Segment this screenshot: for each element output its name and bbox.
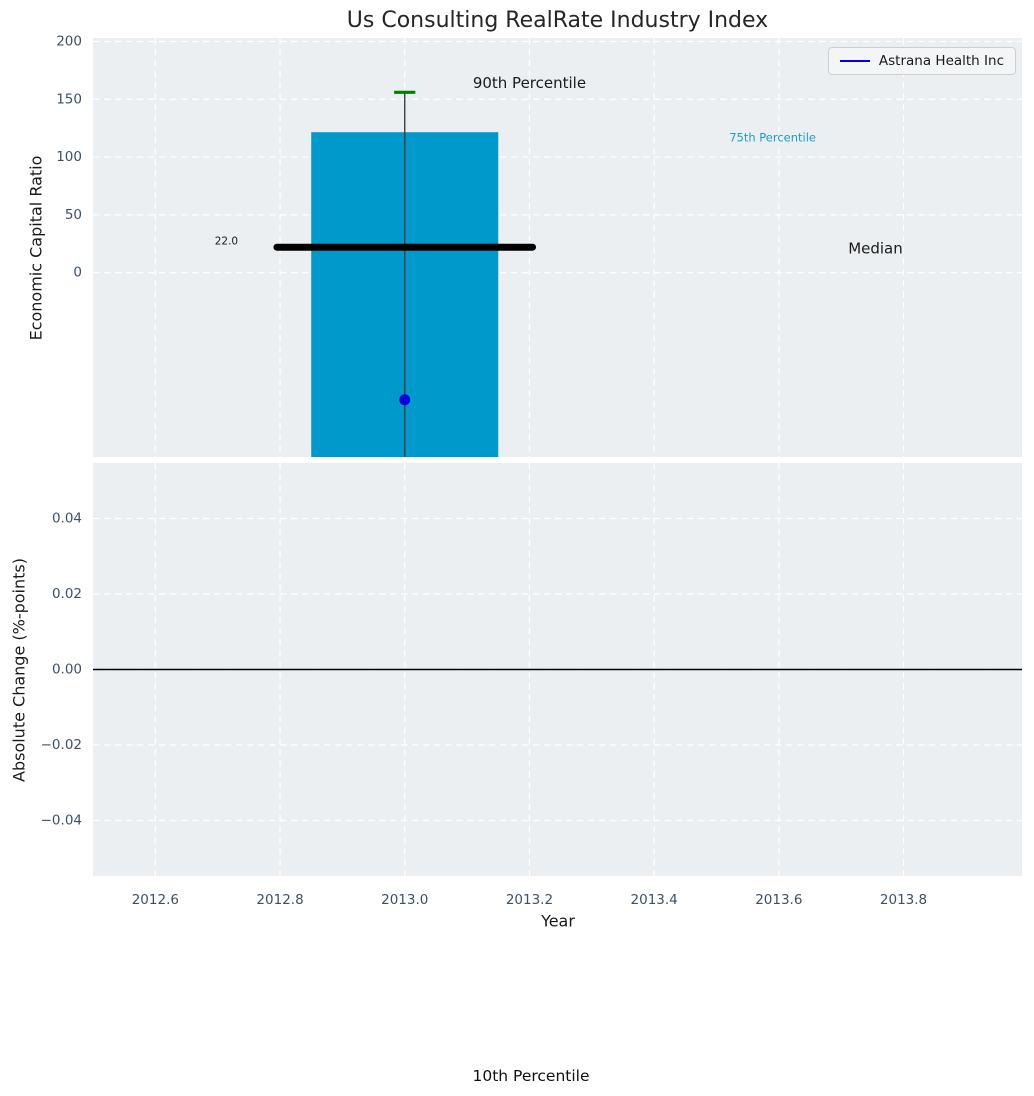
y-tick-label-bottom: 0.00 [52,662,82,678]
y-tick-label-bottom: −0.04 [41,813,82,829]
y-tick-label-top: 200 [56,33,82,49]
axes-top-background [93,38,1022,457]
y-tick-label-top: 150 [56,91,82,107]
legend: Astrana Health Inc [827,47,1016,75]
x-tick-label: 2013.2 [506,892,553,908]
annotation-text: 22.0 [215,235,238,247]
y-tick-label-bottom: 0.04 [52,510,82,526]
y-axis-label-top: Economic Capital Ratio [26,155,46,341]
x-tick-label: 2013.4 [631,892,678,908]
x-tick-label: 2013.6 [755,892,802,908]
x-tick-label: 2012.6 [132,892,179,908]
x-tick-label: 2013.0 [381,892,428,908]
y-tick-label-bottom: 0.02 [52,586,82,602]
y-tick-label-bottom: −0.02 [41,737,82,753]
company-marker [399,394,411,406]
legend-label: Astrana Health Inc [878,53,1004,69]
y-axis-label-bottom: Absolute Change (%-points) [9,558,29,782]
y-tick-label-top: 0 [73,265,82,281]
annotation-text: Median [848,239,903,257]
x-axis-label: Year [541,911,575,931]
y-tick-label-top: 100 [56,149,82,165]
x-tick-label: 2012.8 [256,892,303,908]
annotation-text: 75th Percentile [729,130,816,144]
annotation-text: 90th Percentile [473,74,586,92]
y-tick-label-top: 50 [65,207,82,223]
x-tick-label: 2013.8 [880,892,927,908]
chart-title: Us Consulting RealRate Industry Index [346,8,769,33]
annotation-10th-percentile: 10th Percentile [472,1067,590,1085]
legend-line-swatch [839,60,870,62]
